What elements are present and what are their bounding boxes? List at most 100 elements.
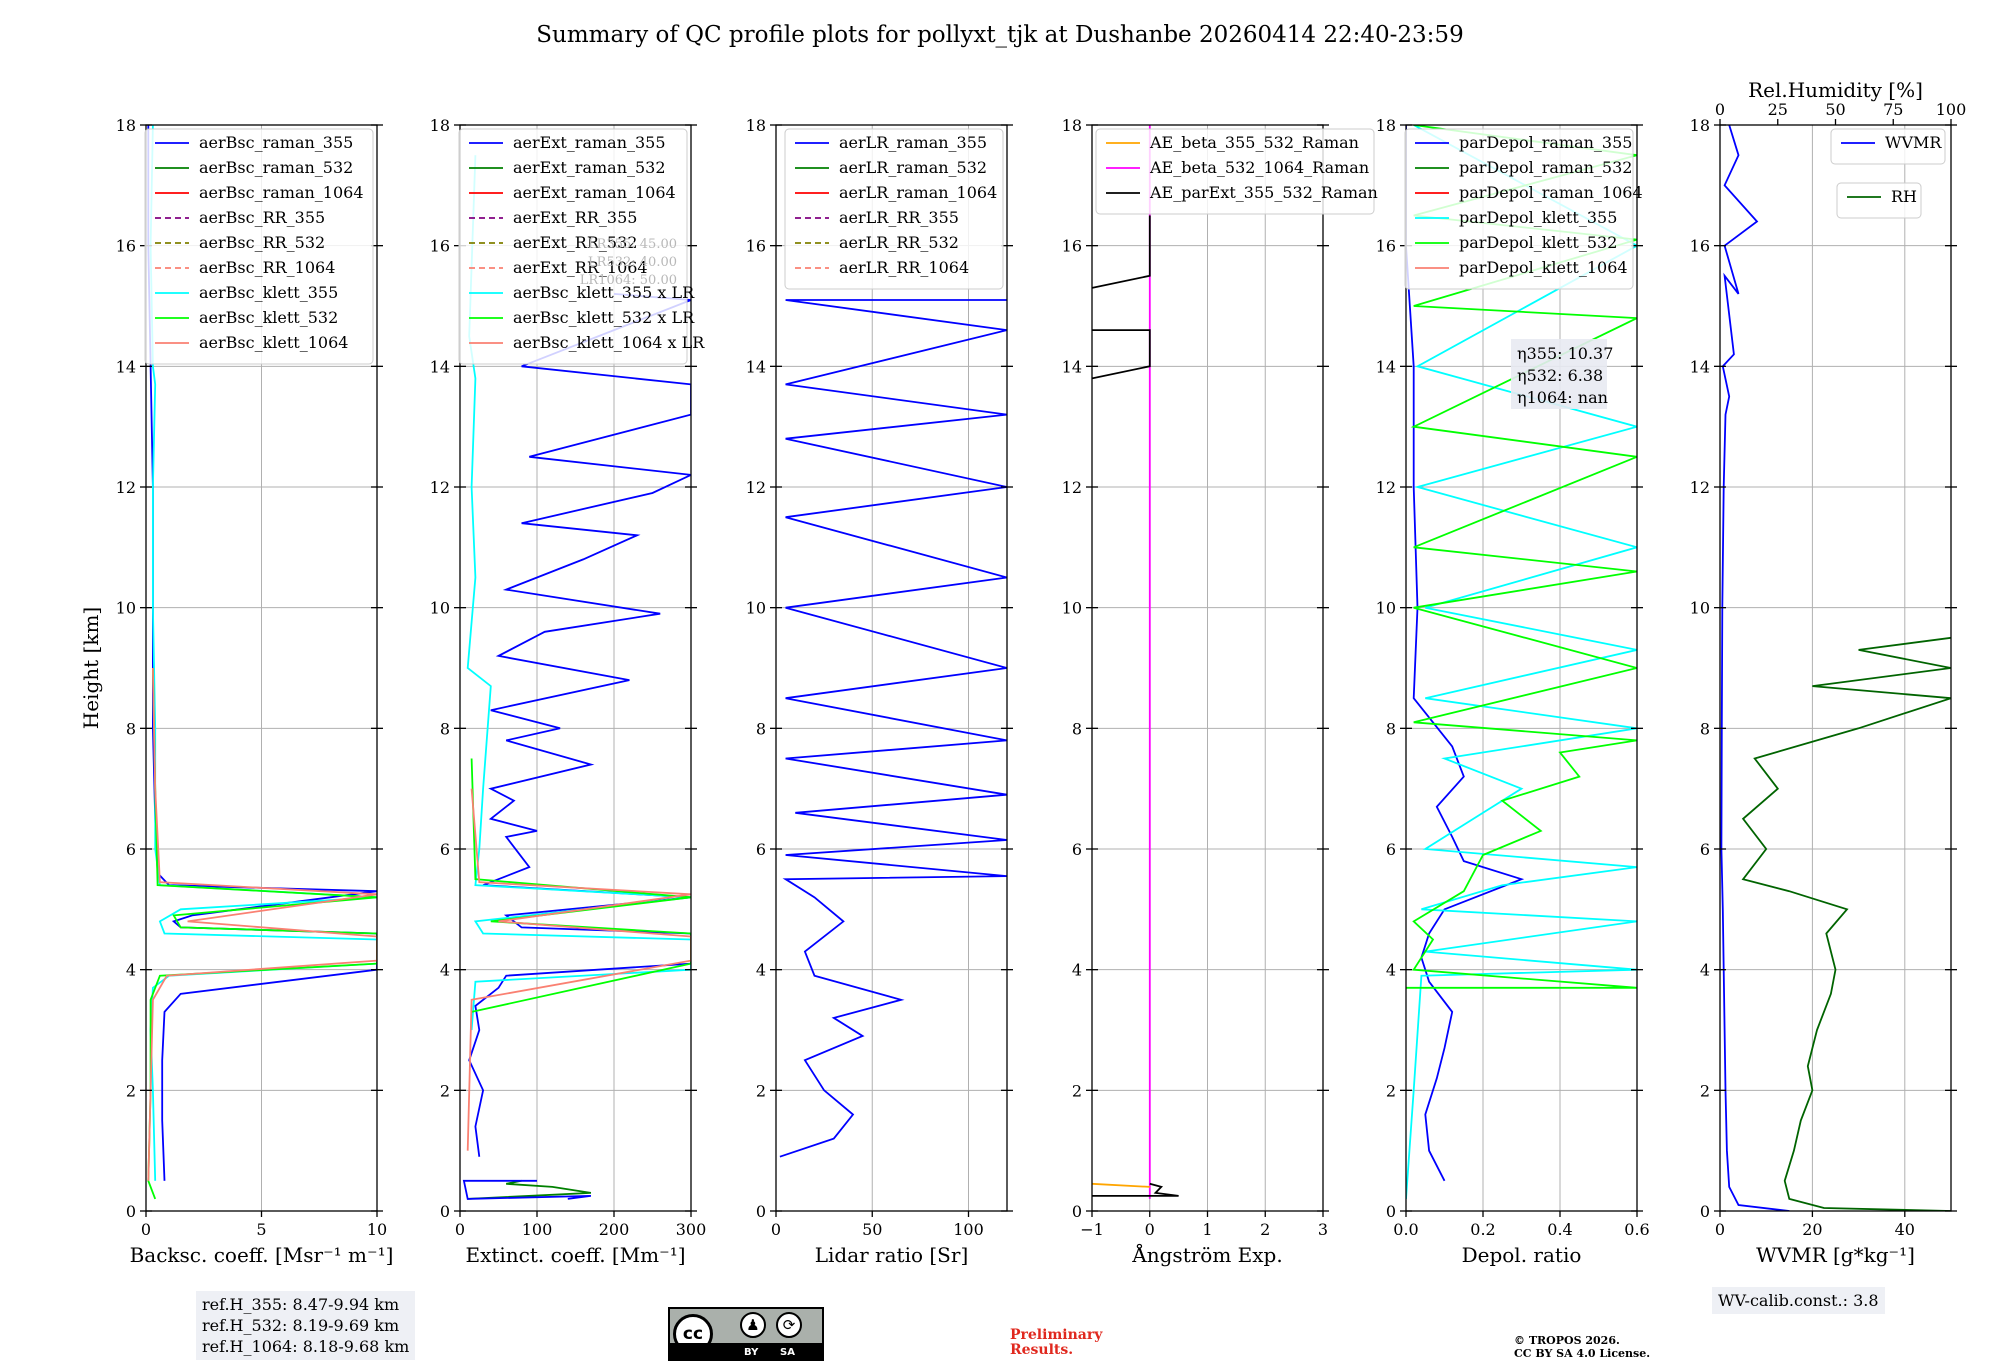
legend-entry: aerBsc_klett_1064 x LR <box>513 333 705 352</box>
x-tick-label: 0 <box>141 1220 151 1239</box>
lidar-ratio-annotation: LR1064: 50.00 <box>580 273 677 288</box>
y-tick-label: 4 <box>1700 961 1710 980</box>
legend-entry: aerExt_raman_1064 <box>513 183 676 202</box>
x-tick-label: 2 <box>1260 1220 1270 1239</box>
legend-rh-frame <box>1836 182 1922 219</box>
top-x-tick-label: 100 <box>1936 100 1967 119</box>
eta-value: η1064: nan <box>1517 388 1608 407</box>
legend-extinction-frame <box>458 128 688 365</box>
x-tick-label: 0 <box>455 1220 465 1239</box>
series-line-aerLR_raman_355 <box>779 299 1007 1158</box>
subplot-extinction: 0 2 4 6 8 10 12 14 16 18 0 100 200 300 Extinct. coeff.… <box>430 116 707 1267</box>
series-line-AE_parExt_355_532_Raman_upper <box>1092 329 1151 380</box>
x-axis-label: Depol. ratio <box>1462 1243 1582 1267</box>
ref-h-532: ref.H_532: 8.19-9.69 km <box>202 1316 400 1335</box>
badge-by-label: BY <box>744 1347 759 1358</box>
license-line-2: CC BY SA 4.0 License. <box>1514 1347 1651 1360</box>
y-tick-label: 12 <box>746 478 766 497</box>
legend-entry: aerLR_raman_532 <box>839 158 987 177</box>
y-tick-label: 2 <box>440 1081 450 1100</box>
subplot-lidar_ratio: 0 2 4 6 8 10 12 14 16 18 0 50 100 Lidar ratio [Sr] aer… <box>746 116 1013 1267</box>
y-tick-label: 8 <box>756 719 766 738</box>
y-tick-label: 16 <box>1376 237 1396 256</box>
y-tick-label: 0 <box>126 1202 136 1221</box>
series-group <box>779 299 1007 1158</box>
y-tick-label: 6 <box>1072 840 1082 859</box>
license-note: © TROPOS 2026. CC BY SA 4.0 License. <box>1514 1334 1650 1360</box>
legend-entry: aerLR_raman_355 <box>839 133 987 152</box>
y-tick-label: 8 <box>1072 719 1082 738</box>
x-tick-label: 0 <box>1145 1220 1155 1239</box>
legend-entry: aerExt_raman_355 <box>513 133 666 152</box>
series-line-AE_parExt_355_532_Raman_top <box>1092 215 1151 289</box>
y-tick-label: 18 <box>430 116 450 135</box>
legend-backscatter-frame <box>144 128 374 365</box>
y-tick-label: 14 <box>116 357 136 376</box>
y-tick-label: 14 <box>1062 357 1082 376</box>
series-line-WVMR <box>1720 125 1790 1211</box>
x-tick-label: 300 <box>676 1220 707 1239</box>
series-line-AE_parExt_355_532_Raman <box>1092 1182 1179 1197</box>
x-axis-label: Backsc. coeff. [Msr⁻¹ m⁻¹] <box>130 1243 394 1267</box>
subplot-wvmr_rh: 0 2 4 6 8 10 12 14 16 18 0 20 40 WVMR [g*kg⁻¹] 0 25 50 75… <box>1690 78 1967 1267</box>
series-line-aerExt_raman_532 <box>467 1179 592 1200</box>
legend-entry: aerBsc_klett_1064 <box>199 333 348 352</box>
y-tick-label: 18 <box>1376 116 1396 135</box>
y-tick-label: 12 <box>1062 478 1082 497</box>
x-tick-label: 5 <box>256 1220 266 1239</box>
lidar-ratio-annotation: LR532: 40.00 <box>588 255 677 270</box>
x-tick-label: 0.6 <box>1624 1220 1649 1239</box>
legend-entry: RH <box>1891 187 1917 206</box>
y-tick-label: 14 <box>1376 357 1396 376</box>
y-tick-label: 10 <box>746 599 766 618</box>
axes-frame <box>459 124 692 1212</box>
legend-entry: aerBsc_klett_532 x LR <box>513 308 695 327</box>
legend-wvmr-frame <box>1830 128 1946 165</box>
legend-entry: parDepol_klett_532 <box>1459 233 1617 252</box>
y-tick-label: 16 <box>746 237 766 256</box>
reference-height-box: ref.H_355: 8.47-9.94 km ref.H_532: 8.19-… <box>196 1291 416 1360</box>
cc-by-sa-badge: cc ♟ ⟳ BY SA <box>668 1307 824 1361</box>
series-group <box>1720 125 1951 1211</box>
eta-box <box>1511 339 1607 409</box>
y-axis-label: Height [km] <box>79 607 103 729</box>
y-tick-label: 0 <box>756 1202 766 1221</box>
legend-entry: AE_beta_532_1064_Raman <box>1149 158 1369 177</box>
legend-entry: aerBsc_raman_532 <box>199 158 353 177</box>
x-tick-label: 20 <box>1802 1220 1822 1239</box>
series-line-parDepol_klett_355 <box>1406 125 1637 1199</box>
legend-entry: aerBsc_klett_355 <box>199 283 338 302</box>
y-tick-label: 14 <box>746 357 766 376</box>
y-tick-label: 8 <box>440 719 450 738</box>
legend-entry: parDepol_klett_1064 <box>1459 258 1628 277</box>
legend-entry: parDepol_raman_1064 <box>1459 183 1643 202</box>
legend-entry: aerLR_RR_355 <box>839 208 959 227</box>
legend-entry: parDepol_raman_532 <box>1459 158 1632 177</box>
series-line-RH <box>1741 636 1951 1211</box>
axes-frame <box>1405 124 1638 1212</box>
y-tick-label: 2 <box>1700 1081 1710 1100</box>
x-tick-label: 0.4 <box>1547 1220 1572 1239</box>
x-axis-label: Lidar ratio [Sr] <box>815 1243 969 1267</box>
y-tick-label: 6 <box>440 840 450 859</box>
top-x-axis-label: Rel.Humidity [%] <box>1748 78 1923 102</box>
series-group <box>1406 125 1637 1199</box>
y-tick-label: 4 <box>756 961 766 980</box>
preliminary-note: Preliminary Results. <box>1010 1328 1102 1358</box>
x-tick-label: 0 <box>1715 1220 1725 1239</box>
y-tick-label: 16 <box>1690 237 1710 256</box>
series-line-aerBsc_klett_532 x LR <box>470 758 691 1013</box>
y-tick-label: 10 <box>116 599 136 618</box>
y-tick-label: 4 <box>1072 961 1082 980</box>
top-x-tick-label: 0 <box>1715 100 1725 119</box>
x-tick-label: 200 <box>599 1220 630 1239</box>
y-tick-label: 14 <box>430 357 450 376</box>
axes-frame <box>1719 124 1952 1212</box>
y-tick-label: 18 <box>116 116 136 135</box>
y-tick-label: 6 <box>126 840 136 859</box>
x-tick-label: 0 <box>771 1220 781 1239</box>
preliminary-line-2: Results. <box>1010 1342 1074 1358</box>
subplot-backscatter: 0 2 4 6 8 10 12 14 16 18 0 5 10 Backsc. coeff. [Msr⁻¹… <box>116 116 394 1267</box>
top-x-tick-label: 50 <box>1825 100 1845 119</box>
y-tick-label: 8 <box>126 719 136 738</box>
